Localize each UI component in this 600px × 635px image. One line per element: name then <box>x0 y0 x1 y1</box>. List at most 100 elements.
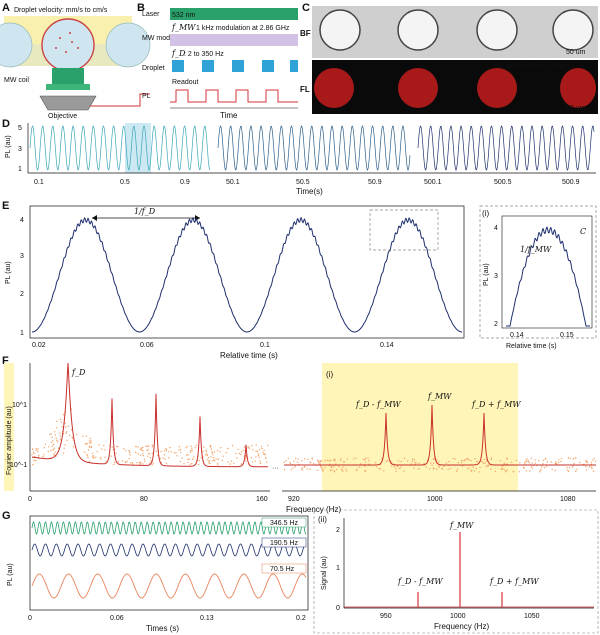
panel-label-f: F <box>2 355 9 367</box>
g-xlabel: Times (s) <box>146 624 179 633</box>
d-trace-segment-0 <box>29 125 211 171</box>
g-trace-190 <box>31 543 307 557</box>
g-legend-70: 70.5 Hz <box>270 566 295 573</box>
d-xtick-1: 0.5 <box>120 179 130 186</box>
fl-velocity: Droplet velocity~ 4 mm/s <box>498 63 575 70</box>
bf-label: BF <box>300 29 311 38</box>
f-xtick-80: 80 <box>140 496 148 503</box>
f-ytick-low: 10^-1 <box>10 462 27 469</box>
gii-peak-fd-plus: f_D + f_MW <box>489 577 539 586</box>
d-ytick-5: 5 <box>18 125 22 132</box>
e-ytick-2: 2 <box>20 291 24 298</box>
ei-c-label: C <box>580 227 586 236</box>
panel-a-velocity: Droplet velocity: mm/s to cm/s <box>14 7 108 14</box>
panel-g-chart: 346.5 Hz 190.5 Hz 70.5 Hz PL (au) 0 0.06… <box>7 515 309 633</box>
gii-ylabel: Signal (au) <box>321 556 328 590</box>
e-xtick-1: 0.06 <box>140 342 154 349</box>
f-fd-label: f_D <box>71 368 86 377</box>
g-xtick-3: 0.2 <box>296 615 306 622</box>
panel-c-images: BF FL 50 um 50 um Droplet velocity~ 4 mm… <box>300 6 598 114</box>
panel-a-coil: MW coil <box>4 77 29 84</box>
panel-a-objective: Objective <box>48 113 77 120</box>
ei-mw-label: 1/f_MW <box>520 245 552 254</box>
d-xlabel: Time(s) <box>296 187 323 196</box>
e-ytick-4: 4 <box>20 217 24 224</box>
timing-row-droplet: Droplet <box>142 65 165 72</box>
ei-ylabel: PL (au) <box>483 263 490 286</box>
d-xtick-8: 500.9 <box>562 179 580 186</box>
panel-label-g: G <box>2 510 11 522</box>
f-xtick-0: 0 <box>28 496 32 503</box>
e-xtick-3: 0.14 <box>380 342 394 349</box>
g-xtick-1: 0.06 <box>110 615 124 622</box>
laser-wavelength: 532 nm <box>172 12 196 19</box>
timing-row-pl: PL <box>142 93 151 100</box>
f-axis-break: ··· <box>272 465 279 472</box>
d-xtick-4: 50.5 <box>296 179 310 186</box>
g-legend-190: 190.5 Hz <box>270 540 299 547</box>
timing-row-laser: Laser <box>142 11 160 18</box>
gii-ytick-1: 1 <box>336 565 340 572</box>
f-peak-fd-plus: f_D + f_MW <box>471 400 521 409</box>
ei-ytick-2: 2 <box>494 321 498 328</box>
e-xlabel: Relative time (s) <box>220 351 278 360</box>
panel-label-a: A <box>2 2 10 14</box>
timing-row-mw: MW mod. <box>142 35 172 42</box>
scale-bar-bf: 50 um <box>566 49 586 56</box>
e-ytick-1: 1 <box>20 330 24 337</box>
d-xtick-7: 500.5 <box>494 179 512 186</box>
f-peak-fd-minus: f_D - f_MW <box>355 400 401 409</box>
gii-peak-fmw: f_MW <box>449 521 474 530</box>
panel-label-b: B <box>137 2 145 14</box>
panel-label-d: D <box>2 118 10 130</box>
d-trace-segment-2 <box>417 125 595 171</box>
f-xlabel: Frequency (Hz) <box>286 505 341 514</box>
f-ylabel: Fourier amplitude (au) <box>6 406 13 475</box>
d-xtick-6: 500.1 <box>424 179 442 186</box>
panel-gii-chart: (ii) 0 1 2 Signal (au) f_D - f_MW f_MW f… <box>313 509 599 634</box>
scale-bar-fl: 50 um <box>566 105 586 112</box>
gii-xlabel: Frequency (Hz) <box>434 622 489 631</box>
ei-xtick-1: 0.15 <box>560 332 574 339</box>
g-xtick-0: 0 <box>28 615 32 622</box>
gii-ytick-0: 0 <box>336 605 340 612</box>
f-xtick-920: 920 <box>288 496 300 503</box>
e-ytick-3: 3 <box>20 253 24 260</box>
ei-label: (i) <box>482 209 489 218</box>
g-ylabel: PL (au) <box>7 563 14 586</box>
f-ytick-high: 10^1 <box>12 402 27 409</box>
f-xtick-160: 160 <box>256 496 268 503</box>
f-xtick-1080: 1080 <box>560 496 576 503</box>
fd-symbol: f_D <box>171 49 186 58</box>
ei-ytick-3: 3 <box>494 273 498 280</box>
panel-label-c: C <box>302 2 310 14</box>
gii-ytick-2: 2 <box>336 527 340 534</box>
d-xtick-3: 50.1 <box>226 179 240 186</box>
mw-note: 1 kHz modulation at 2.86 GHz <box>196 25 290 32</box>
e-ylabel: PL (au) <box>5 261 12 284</box>
gii-peak-fd-minus: f_D - f_MW <box>397 577 443 586</box>
ei-pl-trace <box>506 226 590 327</box>
f-right-fit <box>284 404 596 466</box>
mw-symbol: f_MW <box>171 23 196 32</box>
panel-a-schematic: Droplet velocity: mm/s to cm/s MW coil O… <box>0 7 151 120</box>
g-trace-70 <box>31 573 307 599</box>
d-ytick-1: 1 <box>18 166 22 173</box>
ei-xlabel: Relative time (s) <box>506 343 557 350</box>
panel-d-chart: 1 3 5 PL (au) 0.1 0.5 0.9 50.1 50.5 50.9 500.1… <box>5 123 596 196</box>
d-ylabel: PL (au) <box>5 135 12 158</box>
ei-ytick-4: 4 <box>494 225 498 232</box>
panel-f-chart: Fourier amplitude (au) 10^1 10^-1 ··· 0 … <box>4 362 597 514</box>
g-legend-346: 346.5 Hz <box>270 520 299 527</box>
panel-label-e: E <box>2 200 10 212</box>
g-xtick-2: 0.13 <box>200 615 214 622</box>
gii-xtick-2: 1050 <box>524 613 540 620</box>
panel-e-chart: 1 2 3 4 PL (au) 0.02 0.06 0.1 0.14 Relat… <box>5 205 597 360</box>
ei-xtick-0: 0.14 <box>510 332 524 339</box>
f-left-fit <box>31 362 268 468</box>
fd-note: : 2 to 350 Hz <box>184 51 224 58</box>
readout-label: Readout <box>172 79 199 86</box>
gii-xtick-0: 950 <box>380 613 392 620</box>
f-inset-label: (i) <box>326 370 333 379</box>
e-xtick-0: 0.02 <box>32 342 46 349</box>
